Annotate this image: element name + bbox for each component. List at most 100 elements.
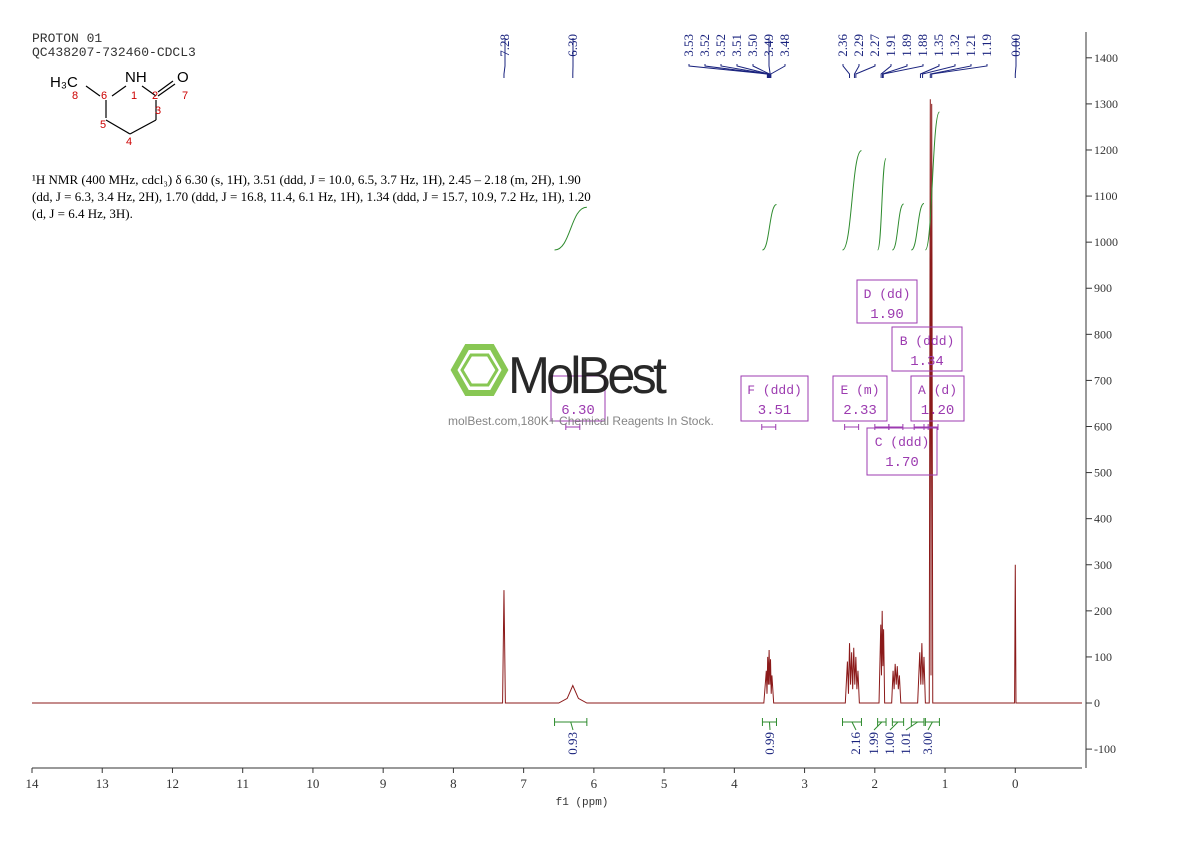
atom-number: 8 [72, 90, 78, 102]
y-tick-label: 100 [1094, 650, 1112, 664]
integral-label: 3.00 [920, 732, 935, 755]
x-tick-label: 3 [801, 776, 808, 791]
multiplet-box [856, 279, 918, 324]
peak-label: 2.29 [851, 34, 866, 57]
integral-curve [842, 150, 862, 251]
y-tick-label: 300 [1094, 558, 1112, 572]
y-tick-label: 800 [1094, 327, 1112, 341]
integral-leader [768, 721, 771, 731]
bond [157, 80, 174, 93]
peak-label: 3.52 [697, 34, 712, 57]
watermark: MolBest molBest.com,180K+ Chemical Reage… [448, 344, 714, 428]
peak-label: 1.35 [931, 34, 946, 57]
integral-curve [877, 157, 887, 251]
integral-leader [570, 721, 574, 731]
multiplet-range [913, 424, 929, 430]
y-tick-label: 700 [1094, 373, 1112, 387]
peak-marker [503, 38, 506, 78]
x-tick-label: 11 [236, 776, 249, 791]
plot-area: 14 13 12 11 10 9 8 7 6 5 4 3 2 1 0f1 (ppm)-10001002003… [26, 32, 1118, 809]
y-tick-label: 500 [1094, 466, 1112, 480]
x-tick-label: 12 [166, 776, 179, 791]
integral-range [877, 718, 887, 726]
bond [141, 85, 157, 97]
integral-curve [891, 203, 905, 251]
peak-label: 1.19 [979, 34, 994, 57]
integral-label: 1.01 [898, 732, 913, 755]
multiplet-box [832, 375, 888, 422]
multiplet-name: D (dd) [864, 287, 911, 302]
x-tick-label: 13 [96, 776, 109, 791]
y-tick-label: 200 [1094, 604, 1112, 618]
sample-id: QC438207-732460-CDCL3 [32, 45, 196, 60]
x-tick-label: 9 [380, 776, 387, 791]
atom-label: NH [125, 69, 147, 86]
bond [157, 83, 176, 97]
structure [85, 80, 176, 135]
multiplet-range [888, 424, 904, 430]
peak-marker [752, 64, 770, 78]
watermark-tagline: molBest.com,180K+ Chemical Reagents In S… [448, 414, 714, 428]
multiplet-name: E (m) [840, 383, 879, 398]
spectrum-title: PROTON 01 [32, 31, 103, 46]
bond [111, 85, 127, 97]
atom-number: 1 [131, 90, 137, 102]
y-tick-label: 1100 [1094, 189, 1118, 203]
atom-number: 4 [126, 136, 132, 148]
x-tick-label: 7 [520, 776, 527, 791]
peak-label: 3.52 [713, 34, 728, 57]
peak-label: 1.21 [963, 34, 978, 57]
peak-label: 1.32 [947, 34, 962, 57]
multiplet-range [761, 424, 777, 430]
multiplet-box [740, 375, 809, 422]
peak-marker [768, 38, 771, 78]
atom-number: 2 [152, 90, 158, 102]
atom-number: 3 [155, 105, 161, 117]
integral-curve [910, 203, 925, 251]
multiplet-name: A (d) [918, 383, 957, 398]
integral-curve [924, 111, 940, 251]
multiplet-box [550, 375, 606, 422]
peak-marker [842, 64, 851, 78]
peak-marker [922, 64, 956, 78]
peak-marker [880, 64, 892, 78]
multiplet-shift: 2.33 [843, 403, 877, 419]
multiplet-box [891, 326, 963, 372]
integral-label: 0.99 [762, 732, 777, 755]
integral-leader [873, 721, 883, 731]
multiplet-name: B (ddd) [900, 334, 955, 349]
integral-label: 0.93 [565, 732, 580, 755]
watermark-brand: MolBest [508, 347, 667, 405]
atom-number: 7 [182, 90, 188, 102]
peak-marker [770, 64, 786, 78]
atom-label: O [177, 69, 189, 86]
y-tick-label: 1300 [1094, 97, 1118, 111]
y-tick-label: 900 [1094, 281, 1112, 295]
multiplet-range [844, 424, 860, 430]
x-tick-label: 10 [306, 776, 319, 791]
peak-marker [720, 64, 769, 78]
multiplet-shift: 1.90 [870, 307, 904, 323]
integral-label: 2.16 [848, 732, 863, 755]
peak-marker [919, 64, 940, 78]
peak-marker [855, 64, 876, 78]
peak-label: 3.48 [777, 34, 792, 57]
integral-range [924, 718, 940, 726]
integral-leader [889, 721, 899, 731]
multiplet-name: C (ddd) [875, 435, 930, 450]
peak-marker [1014, 38, 1017, 78]
peak-marker [853, 64, 860, 78]
x-axis-label: f1 (ppm) [556, 797, 609, 809]
x-tick-label: 4 [731, 776, 738, 791]
y-tick-label: -100 [1094, 742, 1116, 756]
peak-marker [736, 64, 770, 78]
peak-marker [882, 64, 908, 78]
multiplet-shift: 1.70 [885, 455, 919, 471]
x-tick-label: 6 [591, 776, 598, 791]
atom-number: 5 [100, 119, 106, 131]
peak-label: 3.51 [729, 34, 744, 57]
logo [460, 353, 499, 387]
integral-curve [554, 206, 587, 251]
